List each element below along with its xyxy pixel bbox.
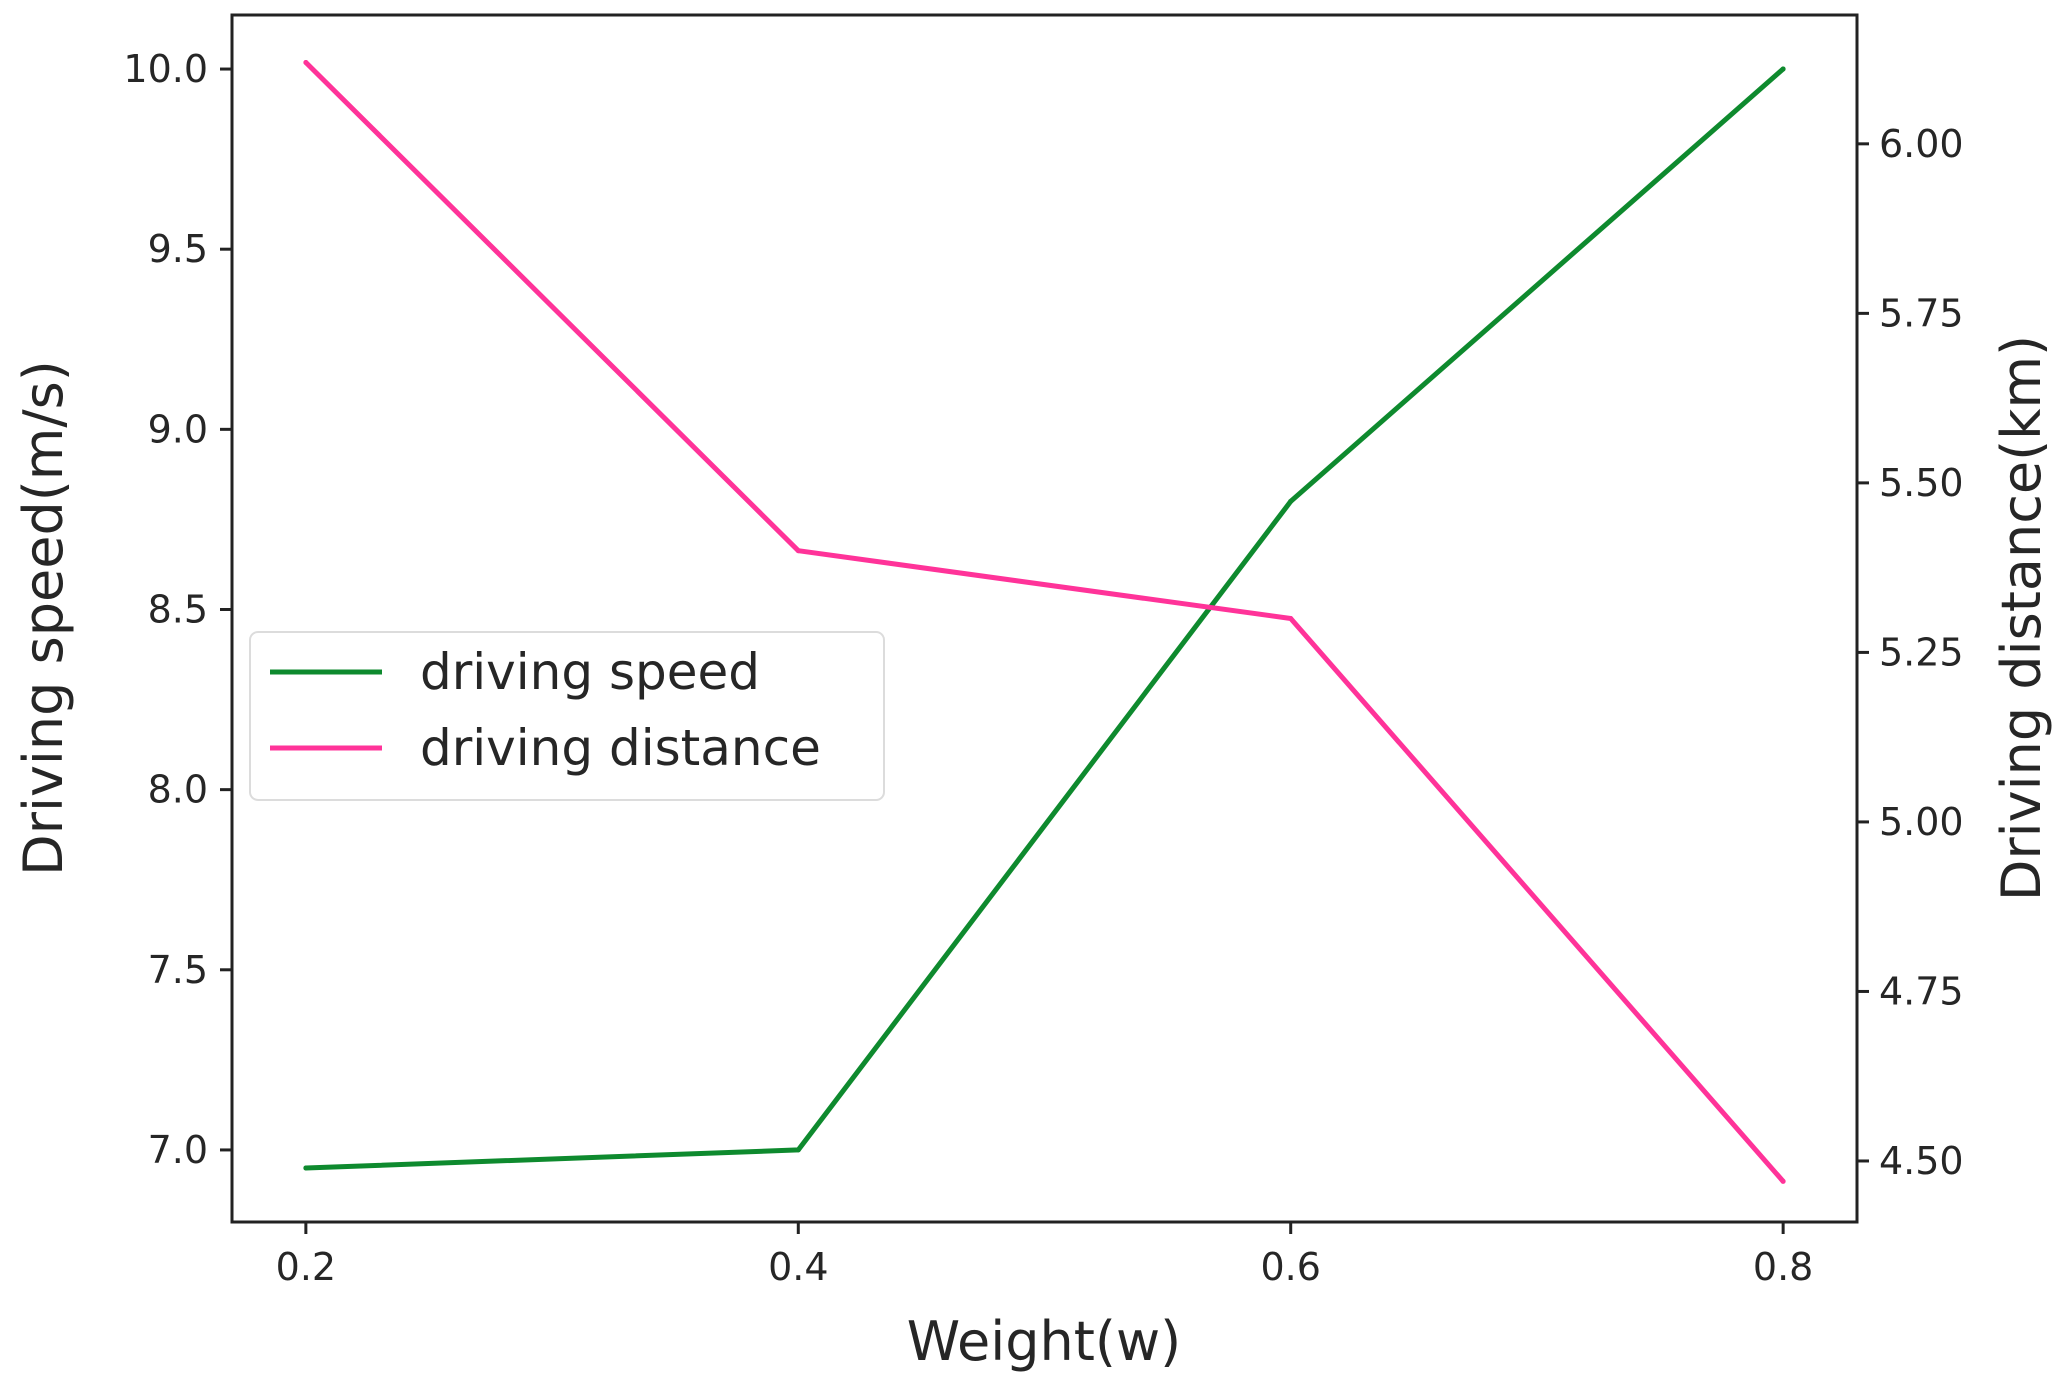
plot-frame <box>230 13 1859 1224</box>
data-point-driving-speed <box>1288 498 1294 504</box>
data-point-driving-distance <box>795 548 801 554</box>
y-axis-left-title: Driving speed(m/s) <box>12 360 75 876</box>
y-left-tick-label: 8.5 <box>148 587 208 631</box>
y-left-tick-label: 8.0 <box>148 768 208 812</box>
data-point-driving-speed <box>303 1165 309 1171</box>
data-point-driving-distance <box>1780 1178 1786 1184</box>
y-right-tick-label: 5.25 <box>1879 630 1964 674</box>
y-right-tick-label: 4.50 <box>1879 1139 1964 1183</box>
y-left-tick-label: 10.0 <box>123 47 208 91</box>
y-axis-right-title: Driving distance(km) <box>1990 335 2053 901</box>
data-point-driving-speed <box>1780 66 1786 72</box>
x-axis-title: Weight(w) <box>907 1310 1181 1373</box>
y-left-tick-label: 9.5 <box>148 227 208 271</box>
data-point-driving-distance <box>303 60 309 65</box>
x-tick-label: 0.2 <box>276 1245 336 1289</box>
series-line-driving-distance <box>303 60 1786 1184</box>
legend: driving speed driving distance <box>249 631 885 801</box>
y-left-tick-label: 7.0 <box>148 1128 208 1172</box>
y-right-tick-label: 5.00 <box>1879 800 1964 844</box>
x-tick-label: 0.8 <box>1753 1245 1813 1289</box>
legend-label-driving-speed: driving speed <box>420 643 760 701</box>
legend-label-driving-distance: driving distance <box>420 719 821 777</box>
y-right-tick-label: 4.75 <box>1879 969 1964 1013</box>
y-right-tick-label: 5.50 <box>1879 461 1964 505</box>
x-tick-label: 0.4 <box>768 1245 828 1289</box>
data-point-driving-speed <box>795 1147 801 1153</box>
ticks-layer: 0.2 0.4 0.6 0.8 7.0 7.5 8.0 8.5 9.0 9.5 10.0 4.50 4.… <box>123 47 1963 1289</box>
data-point-driving-distance <box>1288 616 1294 621</box>
series-layer <box>303 60 1786 1184</box>
y-right-tick-label: 6.00 <box>1879 122 1964 166</box>
y-left-tick-label: 9.0 <box>148 407 208 451</box>
series-line-driving-speed <box>303 66 1786 1171</box>
x-tick-label: 0.6 <box>1260 1245 1320 1289</box>
y-left-tick-label: 7.5 <box>148 948 208 992</box>
y-right-tick-label: 5.75 <box>1879 291 1964 335</box>
legend-box <box>249 631 885 801</box>
